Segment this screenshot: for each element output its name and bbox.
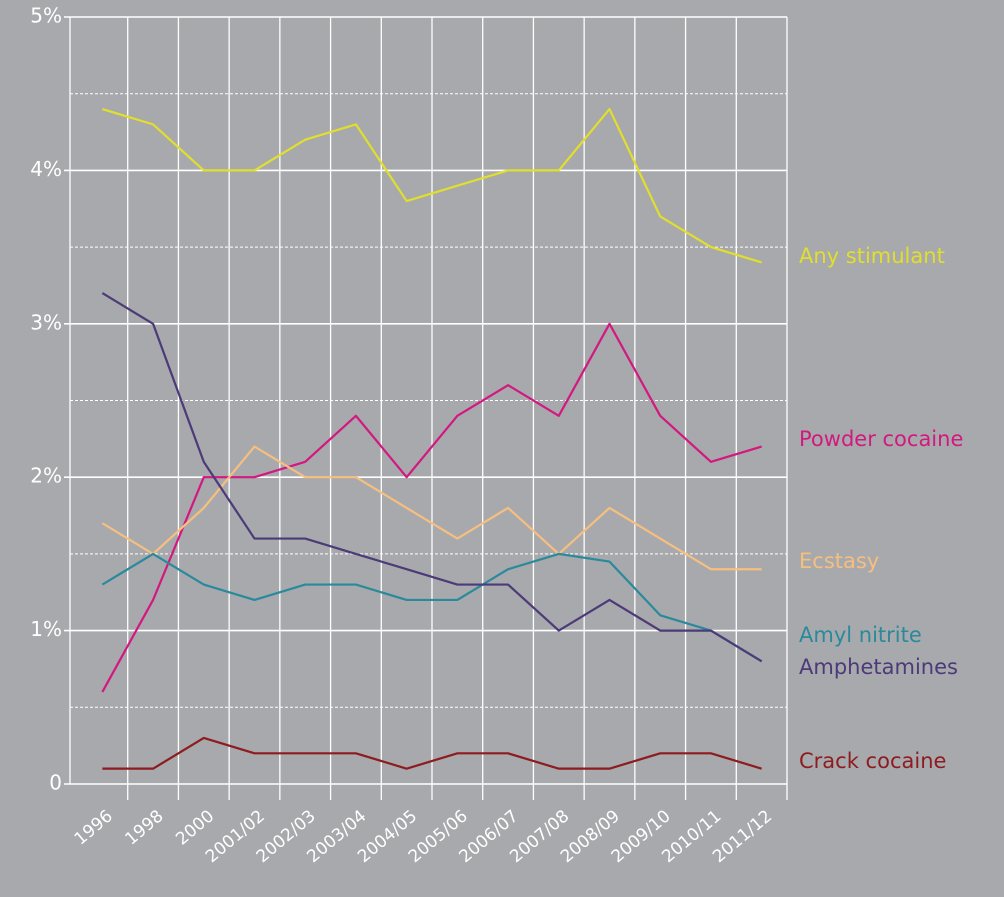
series-label: Amyl nitrite — [799, 623, 922, 647]
y-tick-label: 3% — [30, 310, 62, 334]
series-line — [101, 292, 763, 663]
series-label: Powder cocaine — [799, 427, 963, 451]
y-tick-label: 2% — [30, 464, 62, 488]
x-tick-label: 1996 — [71, 806, 117, 849]
series-line — [101, 445, 762, 571]
series-line — [101, 552, 763, 663]
series-label: Any stimulant — [799, 244, 945, 268]
x-tick-label: 1998 — [122, 806, 168, 849]
series-label: Amphetamines — [799, 655, 958, 679]
series-label: Ecstasy — [799, 549, 879, 573]
series-line — [102, 736, 762, 770]
y-tick-label: 5% — [30, 4, 62, 28]
series-line — [102, 107, 762, 264]
y-tick-label: 0 — [49, 771, 62, 795]
y-tick-label: 4% — [30, 157, 62, 181]
series-label: Crack cocaine — [799, 749, 946, 773]
y-tick-label: 1% — [30, 617, 62, 641]
series-line — [101, 322, 762, 693]
